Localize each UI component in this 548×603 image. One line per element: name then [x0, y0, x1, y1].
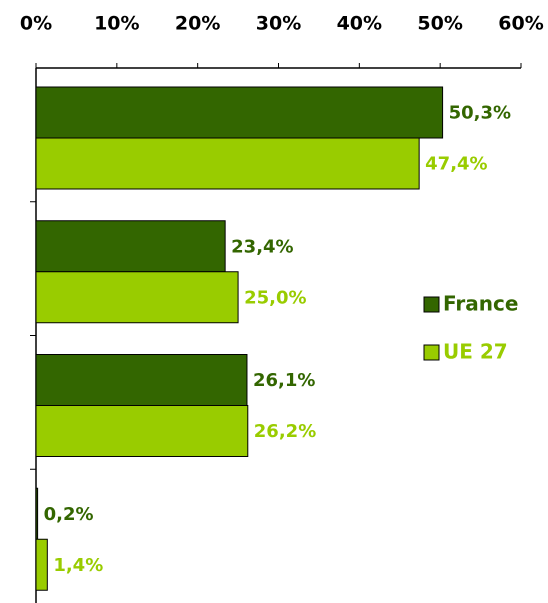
bar	[35, 405, 249, 457]
value-label: 1,4%	[53, 555, 103, 576]
legend-label: UE 27	[443, 340, 508, 364]
legend-swatch	[423, 296, 440, 313]
value-label: 25,0%	[244, 287, 306, 308]
value-label: 26,2%	[254, 421, 316, 442]
legend-swatch	[423, 344, 440, 361]
value-label: 26,1%	[253, 370, 315, 391]
bar	[35, 271, 239, 324]
bar	[35, 86, 444, 139]
bar	[35, 538, 48, 591]
x-tick-label: 50%	[417, 13, 462, 35]
legend-label: France	[443, 292, 518, 316]
bar	[35, 220, 226, 273]
value-label: 0,2%	[44, 504, 94, 525]
x-tick-label: 0%	[20, 13, 52, 35]
x-tick-label: 60%	[498, 13, 543, 35]
x-tick-label: 20%	[175, 13, 220, 35]
value-label: 47,4%	[425, 154, 487, 175]
x-tick-label: 30%	[256, 13, 301, 35]
x-tick-label: 10%	[94, 13, 139, 35]
bar	[35, 354, 248, 406]
value-label: 23,4%	[231, 236, 293, 257]
bar	[35, 487, 39, 540]
x-tick-label: 40%	[337, 13, 382, 35]
value-label: 50,3%	[449, 103, 511, 124]
bar	[35, 137, 420, 190]
